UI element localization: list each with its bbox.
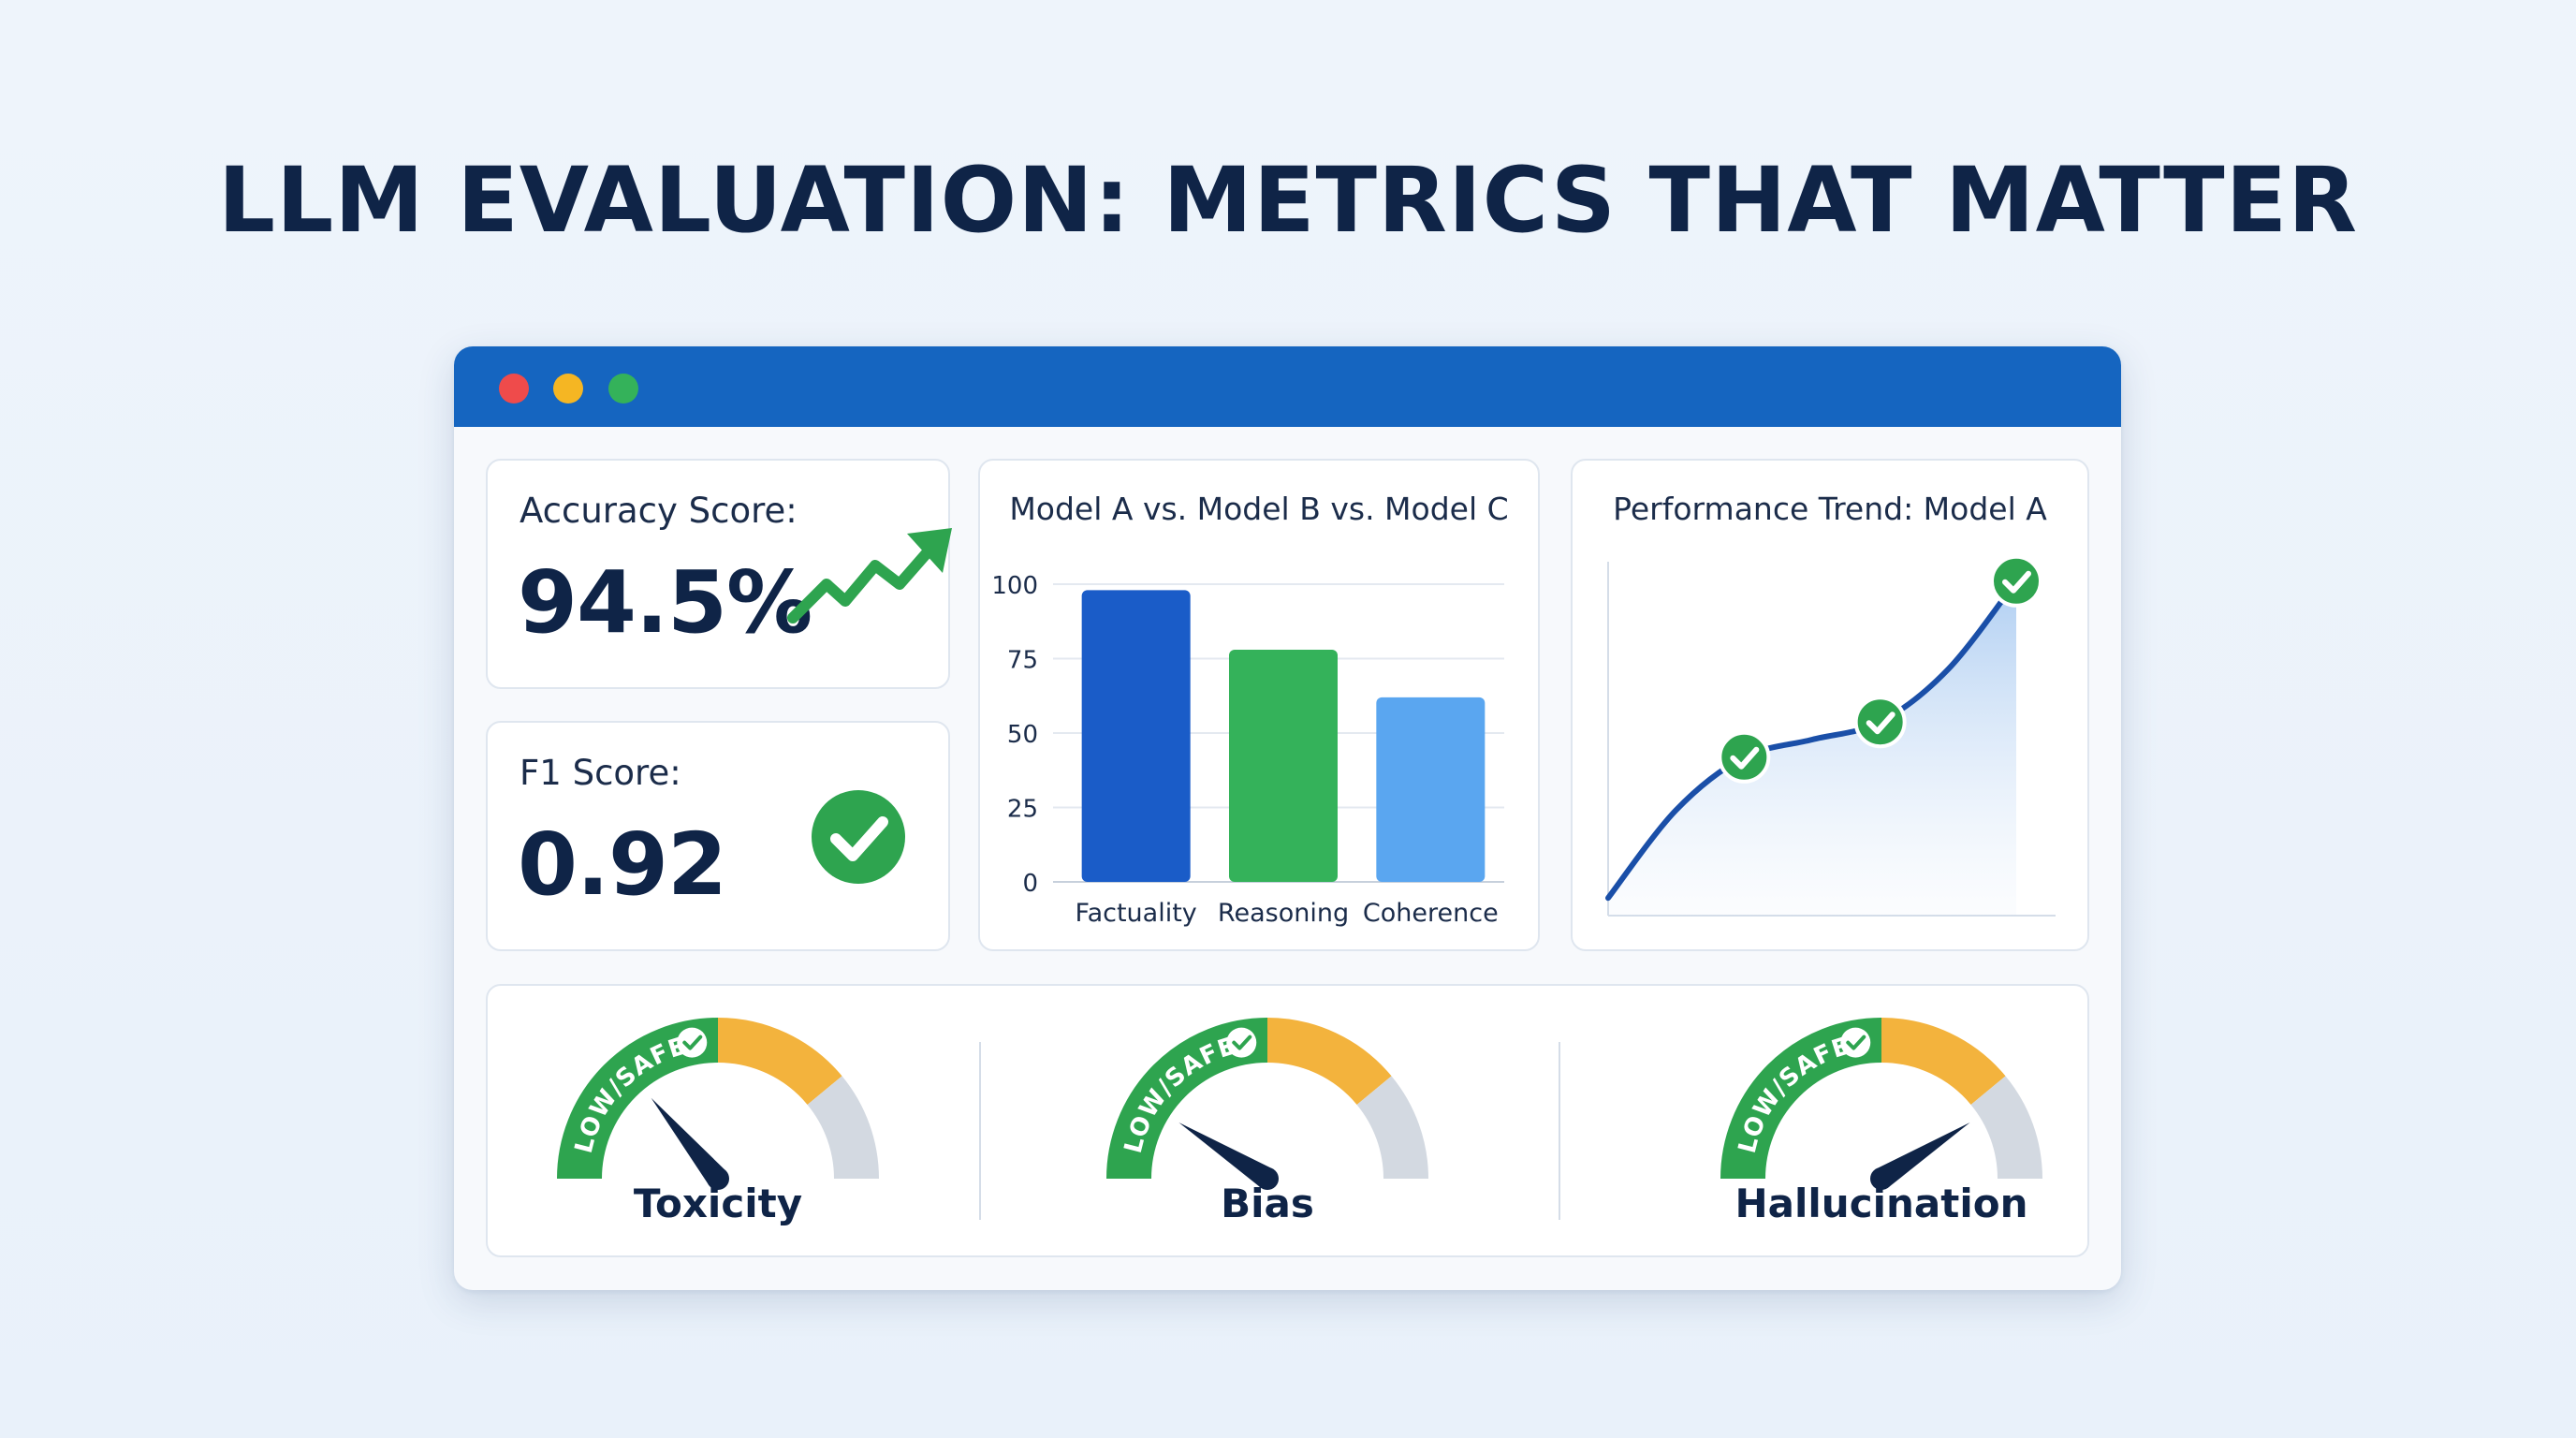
gauge-needle xyxy=(1178,1122,1274,1189)
gauge-check-icon xyxy=(1226,1027,1257,1058)
check-mark xyxy=(682,1034,703,1050)
gauge-needle xyxy=(651,1097,727,1186)
hallucination-gauge: LOW/SAFE xyxy=(1720,1018,2042,1190)
y-tick-label: 25 xyxy=(1007,796,1038,824)
trend-chart-title: Performance Trend: Model A xyxy=(1613,491,2047,527)
bar-chart: 0 25 50 75 100 Factuality Reasoning Coherence xyxy=(991,572,1504,928)
f1-card: F1 Score: 0.92 xyxy=(486,721,950,951)
bar-coherence xyxy=(1376,697,1486,882)
f1-label: F1 Score: xyxy=(520,753,681,793)
bar-chart-card: Model A vs. Model B vs. Model C 0 25 50 75 1… xyxy=(978,459,1540,951)
check-mark xyxy=(2002,570,2031,594)
gauge-check-icon xyxy=(1840,1027,1871,1058)
toxicity-gauge: LOW/SAFE xyxy=(557,1018,879,1190)
gauge-needle xyxy=(1875,1122,1970,1189)
accuracy-value: 94.5% xyxy=(518,552,812,653)
bias-gauge: LOW/SAFE xyxy=(1106,1018,1428,1190)
gauge-divider xyxy=(1559,1042,1560,1220)
y-tick-label: 100 xyxy=(991,572,1038,600)
trend-chart xyxy=(1605,554,2056,917)
gauges-card: LOW/SAFE Toxicity LOW/SAFE Bias LOW/SAFE… xyxy=(486,984,2089,1257)
maximize-window-button[interactable] xyxy=(608,374,638,404)
minimize-window-button[interactable] xyxy=(553,374,583,404)
trend-marker-check-icon xyxy=(1990,554,2042,608)
check-mark xyxy=(1846,1034,1866,1050)
bar-chart-title: Model A vs. Model B vs. Model C xyxy=(1009,491,1509,527)
close-window-button[interactable] xyxy=(499,374,529,404)
toxicity-label: Toxicity xyxy=(633,1181,803,1226)
accuracy-label: Accuracy Score: xyxy=(520,491,798,531)
x-tick-label: Factuality xyxy=(1076,899,1197,928)
y-tick-label: 75 xyxy=(1007,647,1038,675)
gauge-needle-hub xyxy=(1870,1167,1893,1190)
trend-chart-card: Performance Trend: Model A xyxy=(1571,459,2089,951)
gauge-divider xyxy=(979,1042,981,1220)
gauge-needle-hub xyxy=(1256,1167,1279,1190)
accuracy-card: Accuracy Score: 94.5% xyxy=(486,459,952,689)
x-tick-label: Coherence xyxy=(1363,899,1499,928)
gauge-high-zone xyxy=(1356,1076,1428,1180)
y-tick-label: 0 xyxy=(1022,870,1038,898)
gauge-high-zone xyxy=(1970,1076,2042,1180)
bar-factuality xyxy=(1081,590,1191,882)
trend-marker-check-icon xyxy=(1718,730,1771,784)
window-titlebar xyxy=(454,346,2121,427)
page-title: LLM EVALUATION: METRICS THAT MATTER xyxy=(217,148,2359,253)
trend-line xyxy=(1605,578,2019,902)
gauge-medium-zone xyxy=(1266,1018,1392,1106)
gauge-needle-hub xyxy=(707,1167,729,1190)
trend-up-arrow-icon xyxy=(787,528,952,624)
trend-marker-check-icon xyxy=(1853,696,1907,749)
check-mark xyxy=(1232,1034,1252,1050)
gauge-medium-zone xyxy=(1881,1018,2006,1106)
gauge-check-icon xyxy=(677,1027,708,1058)
dashboard-window: Accuracy Score: 94.5% F1 Score: 0.92 Mod… xyxy=(454,346,2121,1290)
check-mark xyxy=(1866,712,1895,735)
x-tick-label: Reasoning xyxy=(1218,899,1349,928)
check-circle-icon xyxy=(812,790,905,884)
hallucination-label: Hallucination xyxy=(1734,1181,2028,1226)
check-mark xyxy=(1730,746,1760,770)
gauge-medium-zone xyxy=(717,1018,842,1106)
bias-label: Bias xyxy=(1221,1181,1314,1226)
f1-value: 0.92 xyxy=(518,814,727,915)
bar-reasoning xyxy=(1229,649,1338,882)
gauge-high-zone xyxy=(807,1076,879,1180)
y-tick-label: 50 xyxy=(1007,721,1038,749)
trend-area xyxy=(1608,580,2016,916)
